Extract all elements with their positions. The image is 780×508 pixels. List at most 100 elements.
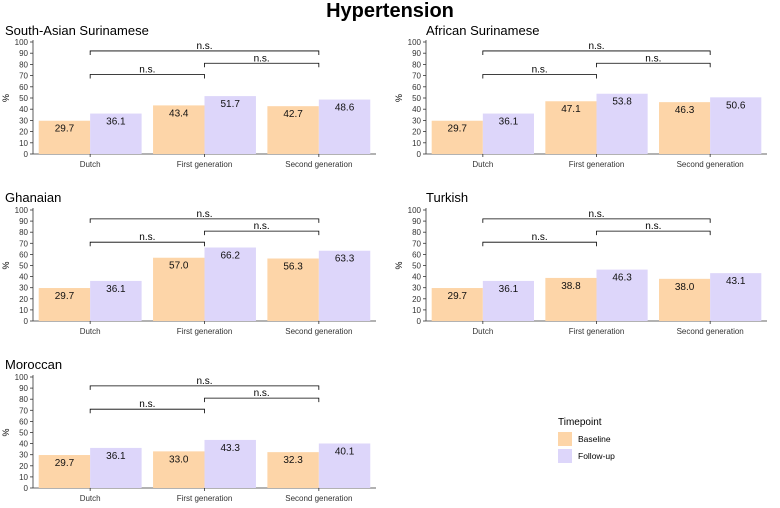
- y-tick-label: 20: [19, 128, 28, 137]
- x-tick-label: First generation: [569, 160, 625, 169]
- data-label: 46.3: [612, 273, 632, 284]
- significance-label: n.s.: [139, 64, 155, 75]
- y-tick-label: 0: [24, 484, 29, 493]
- y-tick-label: 50: [412, 262, 421, 271]
- significance-label: n.s.: [532, 232, 548, 243]
- significance-label: n.s.: [196, 41, 212, 52]
- panel-title: African Surinamese: [426, 23, 539, 38]
- x-tick-label: Dutch: [472, 160, 493, 169]
- x-tick-label: Dutch: [80, 327, 101, 336]
- y-tick-label: 60: [19, 417, 28, 426]
- x-tick-label: Dutch: [80, 494, 101, 503]
- y-tick-label: 40: [412, 273, 421, 282]
- y-tick-label: 10: [412, 306, 421, 315]
- y-tick-label: 30: [412, 284, 421, 293]
- bar-baseline: [38, 120, 91, 154]
- data-label: 38.0: [675, 282, 695, 293]
- significance-bracket: [204, 397, 320, 403]
- chart-panel: Moroccan% 0 10 20 30 40 50 60 70 80 90 100 Dutch 29.7…: [1, 357, 376, 503]
- data-label: 36.1: [106, 117, 126, 128]
- significance-bracket: [89, 218, 320, 223]
- y-axis-label: %: [1, 428, 11, 436]
- data-label: 29.7: [448, 124, 468, 135]
- x-tick-label: First generation: [569, 327, 625, 336]
- y-tick-label: 10: [19, 306, 28, 315]
- significance-bracket: [89, 241, 205, 247]
- significance-bracket: [89, 385, 320, 390]
- bar-followup: [318, 99, 371, 154]
- data-label: 29.7: [448, 291, 468, 302]
- y-tick-label: 70: [412, 72, 421, 81]
- y-tick-label: 30: [19, 451, 28, 460]
- significance-bracket: [596, 62, 711, 68]
- y-tick-label: 60: [19, 83, 28, 92]
- significance-label: n.s.: [254, 53, 270, 64]
- data-label: 50.6: [726, 100, 746, 111]
- bar-baseline: [659, 102, 711, 154]
- significance-bracket: [596, 230, 711, 236]
- data-label: 63.3: [335, 254, 355, 265]
- significance-label: n.s.: [139, 232, 155, 243]
- significance-label: n.s.: [254, 388, 270, 399]
- y-tick-label: 70: [19, 406, 28, 415]
- bar-followup: [710, 97, 762, 154]
- y-tick-label: 80: [19, 228, 28, 237]
- significance-label: n.s.: [645, 221, 661, 232]
- y-tick-label: 70: [19, 239, 28, 248]
- data-label: 53.8: [612, 97, 632, 108]
- chart-panel: Ghanaian% 0 10 20 30 40 50 60 70 80 90 100 Dutch 29.7…: [1, 190, 376, 336]
- y-tick-label: 70: [19, 72, 28, 81]
- y-tick-label: 60: [412, 250, 421, 259]
- y-tick-label: 10: [19, 139, 28, 148]
- y-tick-label: 40: [19, 273, 28, 282]
- legend-title: Timepoint: [558, 417, 602, 428]
- bar-followup: [710, 273, 762, 321]
- x-tick-label: Second generation: [285, 494, 352, 503]
- y-tick-label: 50: [412, 94, 421, 103]
- y-tick-label: 90: [19, 217, 28, 226]
- x-tick-label: First generation: [177, 494, 233, 503]
- data-label: 29.7: [55, 291, 75, 302]
- legend-swatch-baseline: [558, 432, 572, 446]
- data-label: 48.6: [335, 103, 355, 114]
- y-axis-label: %: [394, 261, 404, 269]
- data-label: 66.2: [220, 251, 240, 262]
- data-label: 43.1: [726, 276, 746, 287]
- bar-followup: [482, 280, 534, 321]
- y-tick-label: 40: [19, 105, 28, 114]
- data-label: 46.3: [675, 105, 695, 116]
- bar-followup: [318, 250, 371, 321]
- data-label: 29.7: [55, 458, 75, 469]
- data-label: 38.8: [561, 281, 581, 292]
- bar-baseline: [659, 278, 711, 321]
- data-label: 57.0: [169, 261, 189, 272]
- bar-baseline: [431, 120, 483, 154]
- data-label: 36.1: [106, 451, 126, 462]
- y-tick-label: 30: [19, 284, 28, 293]
- bar-baseline: [38, 288, 91, 321]
- bar-baseline: [267, 258, 319, 321]
- y-tick-label: 40: [19, 440, 28, 449]
- chart-panel: African Surinamese% 0 10 20 30 40 50 60 70 80 90 10…: [394, 23, 767, 169]
- chart-panel: South-Asian Surinamese% 0 10 20 30 40 50 60 70 80…: [1, 23, 376, 169]
- significance-label: n.s.: [588, 209, 604, 220]
- significance-bracket: [89, 74, 205, 79]
- y-tick-label: 40: [412, 105, 421, 114]
- y-tick-label: 90: [412, 217, 421, 226]
- significance-bracket: [89, 408, 205, 414]
- y-tick-label: 30: [412, 116, 421, 125]
- x-tick-label: First generation: [177, 160, 233, 169]
- bar-baseline: [267, 106, 319, 154]
- data-label: 47.1: [561, 104, 581, 115]
- y-tick-label: 0: [417, 317, 422, 326]
- data-label: 43.3: [220, 443, 240, 454]
- significance-label: n.s.: [196, 376, 212, 387]
- data-label: 40.1: [335, 446, 355, 457]
- y-tick-label: 20: [19, 295, 28, 304]
- y-tick-label: 80: [19, 395, 28, 404]
- significance-bracket: [89, 50, 320, 55]
- x-tick-label: Dutch: [80, 160, 101, 169]
- data-label: 43.4: [169, 108, 189, 119]
- bar-baseline: [153, 451, 205, 488]
- legend-label: Follow-up: [578, 451, 615, 461]
